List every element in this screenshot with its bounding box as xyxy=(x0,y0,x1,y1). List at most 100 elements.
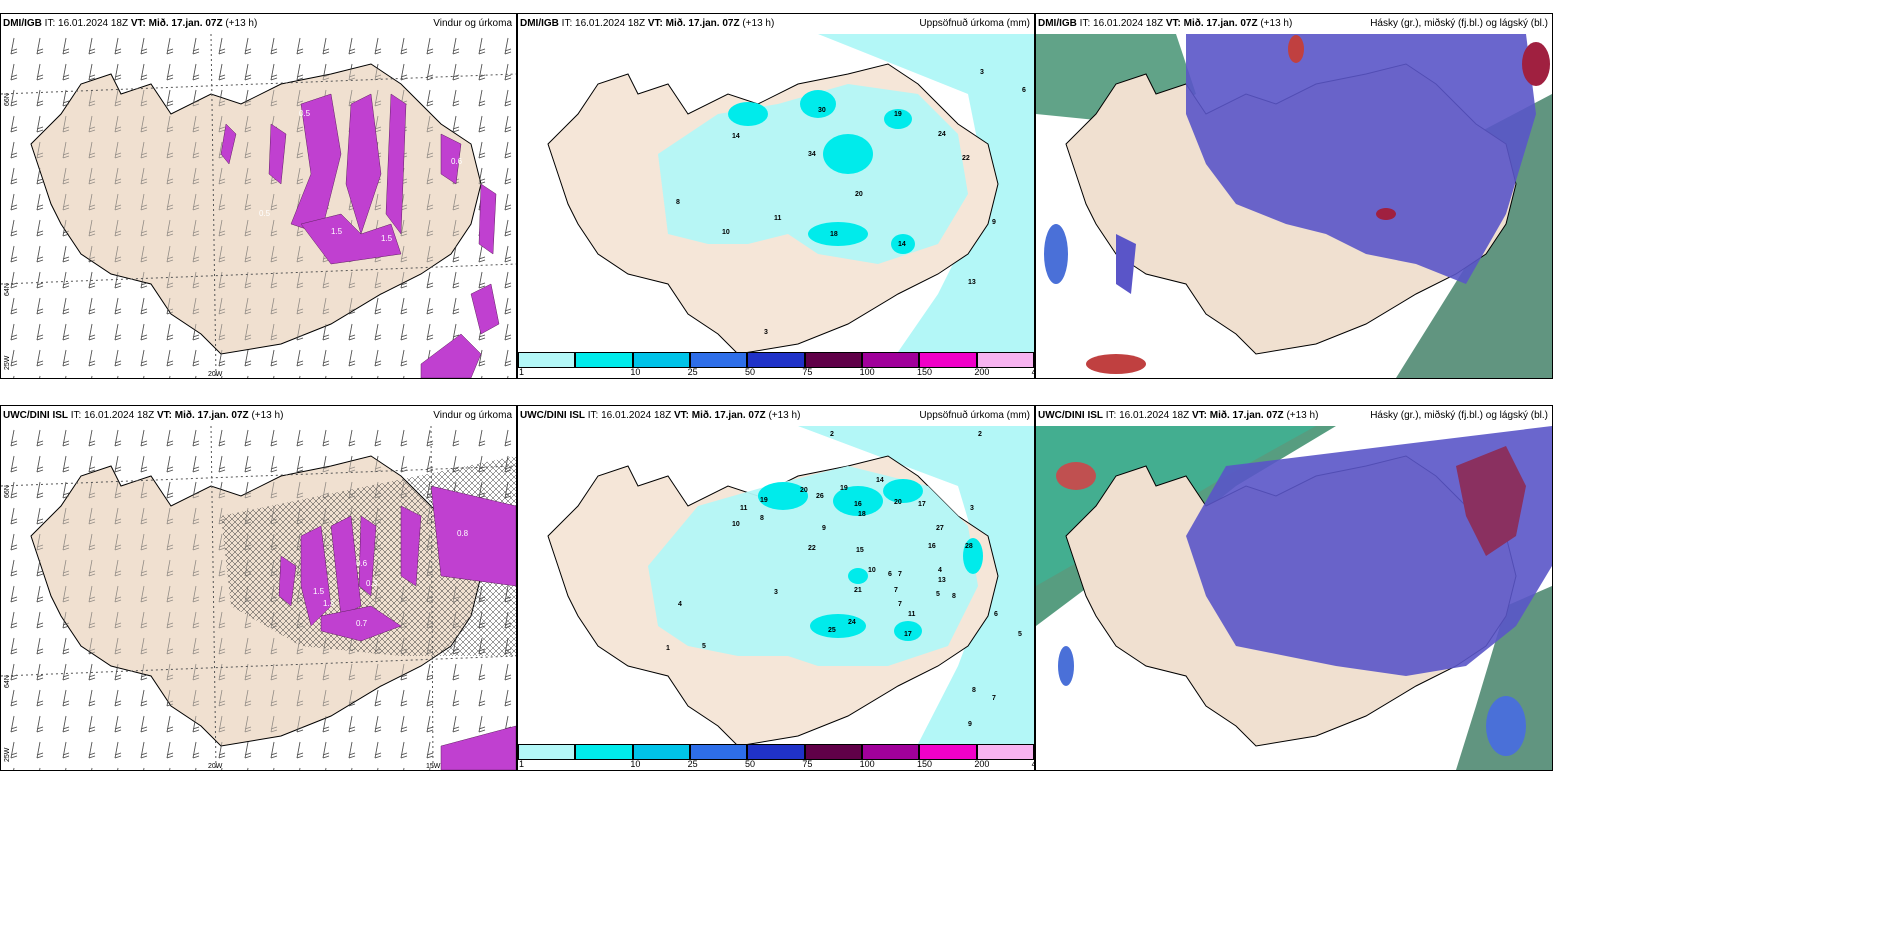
precip-label: 9 xyxy=(992,219,996,226)
cloud-cover-map xyxy=(1036,426,1552,770)
precip-label: 8 xyxy=(972,687,976,694)
precip-label: 4 xyxy=(678,601,682,608)
colorbar-tick: 50 xyxy=(745,759,756,769)
colorbar-cell xyxy=(919,352,977,368)
panel-header: UWC/DINI ISL IT: 16.01.2024 18Z VT: Mið.… xyxy=(518,406,1034,426)
precip-label: 10 xyxy=(722,229,730,236)
precip-label: 7 xyxy=(898,601,902,608)
colorbar-cell xyxy=(804,744,862,760)
colorbar: 1 10 25 50 75 100 150 200 400 xyxy=(518,744,1034,770)
init-time: 16.01.2024 18Z xyxy=(58,18,129,29)
valid-time: Mið. 17.jan. 07Z xyxy=(148,18,223,29)
precip-label: 4 xyxy=(938,567,942,574)
lon-label-left: 25W xyxy=(4,355,11,370)
precip-label: 6 xyxy=(888,571,892,578)
colorbar-cell xyxy=(632,744,690,760)
precip-label: 11 xyxy=(740,505,748,512)
precip-label: 11 xyxy=(774,215,782,222)
panel-clouds-row1: DMI/IGB IT: 16.01.2024 18Z VT: Mið. 17.j… xyxy=(1035,13,1553,379)
colorbar-cell xyxy=(518,744,576,760)
panel-title: Hásky (gr.), miðský (fj.bl.) og lágský (… xyxy=(1370,410,1548,421)
lead-time: (+13 h) xyxy=(742,18,775,29)
precip-value: 0.6 xyxy=(356,559,368,568)
precip-label: 18 xyxy=(858,511,866,518)
precip-label: 27 xyxy=(936,525,944,532)
precip-label: 16 xyxy=(928,543,936,550)
colorbar-tick: 10 xyxy=(630,367,641,377)
precip-value: 0.3 xyxy=(366,579,378,588)
precip-label: 34 xyxy=(808,151,816,158)
precip-label: 9 xyxy=(822,525,826,532)
precip-label: 26 xyxy=(816,493,824,500)
precip-label: 20 xyxy=(855,191,863,198)
colorbar-cell xyxy=(690,352,748,368)
lat-label: 64N xyxy=(4,675,11,688)
precip-value: 1.3 xyxy=(323,599,335,608)
colorbar-tick: 25 xyxy=(687,759,698,769)
model-name: UWC/DINI ISL xyxy=(3,410,68,421)
panel-accum-precip-row1: DMI/IGB IT: 16.01.2024 18Z VT: Mið. 17.j… xyxy=(517,13,1035,379)
lead-time: (+13 h) xyxy=(768,410,801,421)
precip-label: 8 xyxy=(676,199,680,206)
precip-label: 17 xyxy=(904,631,912,638)
precip-label: 22 xyxy=(808,545,816,552)
precip-label: 19 xyxy=(840,485,848,492)
colorbar-cell xyxy=(862,744,920,760)
precip-label: 19 xyxy=(894,111,902,118)
colorbar-tick: 100 xyxy=(859,367,875,377)
panel-title: Uppsöfnuð úrkoma (mm) xyxy=(919,410,1030,421)
precip-label: 15 xyxy=(856,547,864,554)
lead-time: (+13 h) xyxy=(1286,410,1319,421)
colorbar-tick: 25 xyxy=(687,367,698,377)
precip-label: 7 xyxy=(898,571,902,578)
wind-precip-map: 1.5 0.7 0.6 0.3 1.3 0.8 66N 64N 25W 20W … xyxy=(1,426,516,770)
valid-time: Mið. 17.jan. 07Z xyxy=(691,410,766,421)
precip-label: 3 xyxy=(970,505,974,512)
precip-label: 22 xyxy=(962,155,970,162)
accum-precip-map: 2 2 19 20 26 19 14 16 18 20 17 3 11 10 8… xyxy=(518,426,1034,744)
precip-label: 1 xyxy=(666,645,670,652)
precip-label: 13 xyxy=(938,577,946,584)
colorbar: 1 10 25 50 75 100 150 200 400 xyxy=(518,352,1034,378)
panel-title: Vindur og úrkoma xyxy=(433,410,512,421)
precip-label: 5 xyxy=(1018,631,1022,638)
precip-label: 20 xyxy=(800,487,808,494)
colorbar-tick: 200 xyxy=(974,367,990,377)
lat-label: 66N xyxy=(4,485,11,498)
lat-label: 66N xyxy=(4,93,11,106)
panel-title: Vindur og úrkoma xyxy=(433,18,512,29)
init-time: 16.01.2024 18Z xyxy=(1093,18,1164,29)
precip-label: 3 xyxy=(774,589,778,596)
precip-label: 19 xyxy=(760,497,768,504)
colorbar-cell xyxy=(804,352,862,368)
precip-label: 5 xyxy=(702,643,706,650)
precip-value: 0.7 xyxy=(356,619,368,628)
colorbar-cell xyxy=(690,744,748,760)
wind-precip-map: 0.5 1.5 1.5 0.5 0.6 66N 64N 25W 20W xyxy=(1,34,516,378)
panel-clouds-row2: UWC/DINI ISL IT: 16.01.2024 18Z VT: Mið.… xyxy=(1035,405,1553,771)
precip-label: 24 xyxy=(938,131,946,138)
init-time: 16.01.2024 18Z xyxy=(601,410,672,421)
precip-label: 3 xyxy=(980,69,984,76)
precip-label: 24 xyxy=(848,619,856,626)
valid-time: Mið. 17.jan. 07Z xyxy=(1209,410,1284,421)
precip-label: 28 xyxy=(965,543,973,550)
colorbar-cell xyxy=(919,744,977,760)
precip-value: 1.5 xyxy=(381,234,393,243)
valid-time: Mið. 17.jan. 07Z xyxy=(1183,18,1258,29)
valid-time: Mið. 17.jan. 07Z xyxy=(174,410,249,421)
accum-precip-map: 30 19 14 24 22 34 20 8 11 10 18 14 13 3 … xyxy=(518,34,1034,352)
precip-value: 0.5 xyxy=(299,109,311,118)
precip-label: 9 xyxy=(968,721,972,728)
precip-value: 1.5 xyxy=(331,227,343,236)
colorbar-cell xyxy=(518,352,576,368)
panel-header: DMI/IGB IT: 16.01.2024 18Z VT: Mið. 17.j… xyxy=(518,14,1034,34)
model-name: UWC/DINI ISL xyxy=(1038,410,1103,421)
precip-label: 14 xyxy=(732,133,740,140)
precip-label: 10 xyxy=(732,521,740,528)
lead-time: (+13 h) xyxy=(251,410,284,421)
precip-label: 10 xyxy=(868,567,876,574)
lat-label: 64N xyxy=(4,283,11,296)
precip-value: 0.8 xyxy=(457,529,469,538)
precip-value: 0.5 xyxy=(259,209,271,218)
